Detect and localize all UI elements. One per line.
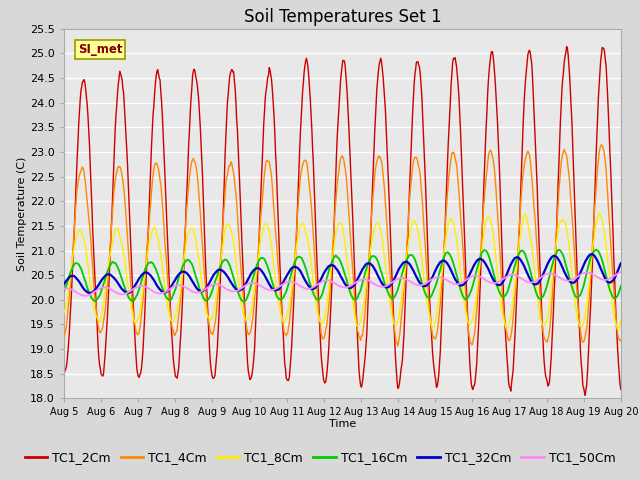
Y-axis label: Soil Temperature (C): Soil Temperature (C) [17, 156, 28, 271]
Title: Soil Temperatures Set 1: Soil Temperatures Set 1 [244, 8, 441, 26]
Legend: TC1_2Cm, TC1_4Cm, TC1_8Cm, TC1_16Cm, TC1_32Cm, TC1_50Cm: TC1_2Cm, TC1_4Cm, TC1_8Cm, TC1_16Cm, TC1… [20, 446, 620, 469]
X-axis label: Time: Time [329, 419, 356, 429]
Text: SI_met: SI_met [78, 43, 122, 56]
